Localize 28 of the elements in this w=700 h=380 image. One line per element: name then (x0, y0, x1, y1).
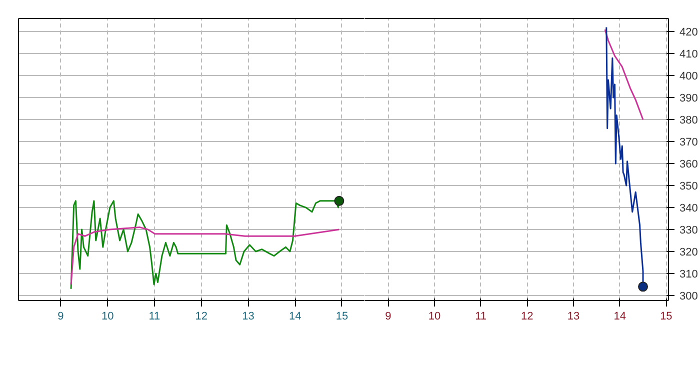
x-tick-label: 10 (101, 310, 114, 322)
y-tick-label: 370 (680, 136, 698, 149)
y-tick-label: 400 (680, 70, 698, 83)
x-tick-label: 14 (288, 310, 302, 322)
x-tick-label: 10 (428, 310, 441, 322)
y-tick-label: 410 (680, 48, 698, 61)
x-tick-label: 14 (614, 310, 626, 322)
y-tick-label: 420 (680, 26, 698, 39)
y-tick-label: 310 (680, 268, 698, 280)
line-series (604, 28, 644, 120)
x-tick-label: 12 (195, 310, 208, 322)
y-tick-label: 330 (680, 224, 698, 237)
x-tick-label: 9 (385, 310, 392, 322)
x-tick-label: 13 (567, 310, 580, 322)
x-tick-label: 12 (521, 310, 534, 322)
x-tick-label: 15 (336, 310, 348, 322)
y-tick-label: 350 (680, 180, 698, 193)
x-tick-label: 11 (475, 310, 487, 322)
y-tick-label: 340 (680, 202, 698, 215)
y-tick-label: 300 (680, 290, 698, 302)
y-tick-label: 320 (680, 246, 698, 258)
x-tick-label: 11 (148, 310, 160, 322)
x-tick-label: 13 (242, 310, 254, 322)
x-tick-label: 15 (660, 310, 672, 322)
y-tick-label: 380 (680, 114, 698, 127)
x-tick-label: 9 (58, 310, 64, 322)
y-tick-label: 390 (680, 92, 698, 105)
y-tick-label: 360 (680, 158, 698, 171)
